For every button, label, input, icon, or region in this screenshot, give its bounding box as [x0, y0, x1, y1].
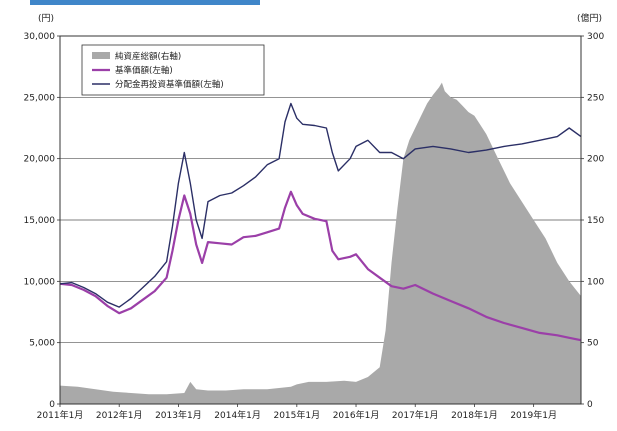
legend: 純資産総額(右軸) 基準価額(左軸) 分配金再投資基準価額(左軸)	[81, 44, 265, 96]
x-tick-label: 2015年1月	[273, 409, 320, 421]
left-axis-unit: (円)	[38, 13, 54, 24]
area-series-layer	[60, 82, 581, 404]
right-tick-label: 300	[587, 32, 604, 42]
legend-swatch-net-assets	[92, 52, 110, 59]
left-tick-label: 25,000	[24, 93, 56, 103]
x-tick-label: 2014年1月	[214, 409, 261, 421]
right-axis-ticks: 0 50 100 150 200 250 300	[581, 32, 604, 410]
x-tick-label: 2018年1月	[451, 409, 498, 421]
line-series-nav	[59, 190, 582, 342]
header-accent-rule	[30, 0, 260, 5]
x-tick-label: 2017年1月	[392, 409, 439, 421]
line-series-layer	[59, 102, 582, 342]
left-tick-label: 10,000	[24, 277, 56, 287]
right-tick-label: 50	[587, 339, 599, 349]
left-tick-label: 30,000	[24, 32, 56, 42]
legend-label-nav: 基準価額(左軸)	[115, 65, 173, 76]
legend-box	[81, 44, 265, 96]
area-series-net-assets	[60, 82, 581, 404]
left-tick-label: 20,000	[24, 155, 56, 165]
right-tick-label: 200	[587, 155, 604, 165]
x-axis-ticks: 2011年1月 2012年1月 2013年1月 2014年1月 2015年1月 2016年…	[37, 404, 557, 421]
right-tick-label: 0	[587, 400, 593, 410]
right-axis-unit: (億円)	[577, 12, 602, 24]
left-tick-label: 5,000	[29, 339, 55, 349]
left-tick-label: 15,000	[24, 216, 56, 226]
x-tick-label: 2011年1月	[37, 409, 84, 421]
plot-frame	[59, 35, 582, 405]
right-tick-label: 100	[587, 277, 604, 287]
right-tick-label: 250	[587, 93, 604, 103]
legend-label-net-assets: 純資産総額(右軸)	[115, 51, 181, 62]
legend-label-reinvested-nav: 分配金再投資基準価額(左軸)	[115, 79, 224, 90]
x-tick-label: 2013年1月	[155, 409, 202, 421]
x-tick-label: 2019年1月	[510, 409, 557, 421]
left-axis-ticks: 0 5,000 10,000 15,000 20,000 25,000 30,000	[24, 32, 60, 410]
x-tick-label: 2012年1月	[96, 409, 143, 421]
right-tick-label: 150	[587, 216, 604, 226]
line-series-reinvested-nav	[59, 102, 582, 308]
x-tick-label: 2016年1月	[333, 409, 380, 421]
left-tick-label: 0	[49, 400, 55, 410]
